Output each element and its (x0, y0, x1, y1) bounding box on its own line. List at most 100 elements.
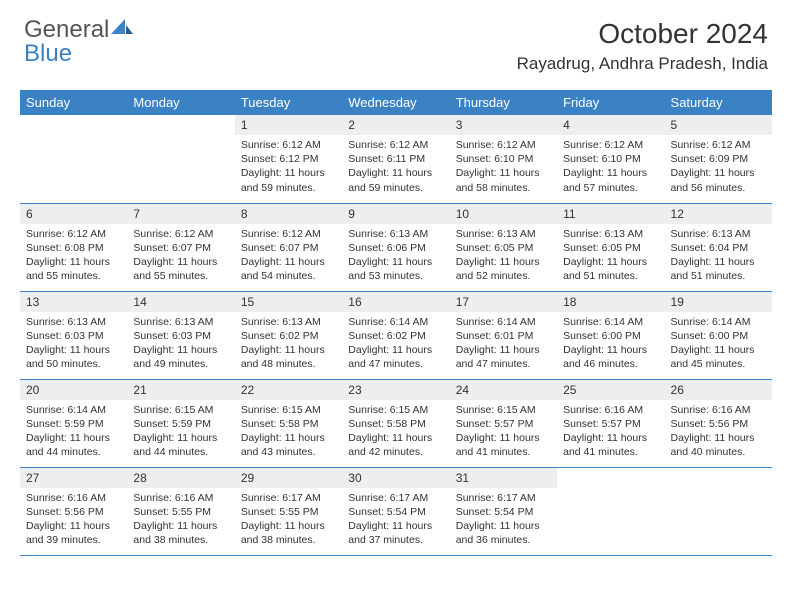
daylight-text: Daylight: 11 hours and 38 minutes. (241, 519, 336, 547)
sunrise-text: Sunrise: 6:17 AM (456, 491, 551, 505)
sunset-text: Sunset: 5:54 PM (348, 505, 443, 519)
sunset-text: Sunset: 6:12 PM (241, 152, 336, 166)
sunset-text: Sunset: 6:00 PM (563, 329, 658, 343)
day-body: Sunrise: 6:13 AMSunset: 6:06 PMDaylight:… (342, 224, 449, 290)
calendar-day-cell: 26Sunrise: 6:16 AMSunset: 5:56 PMDayligh… (665, 379, 772, 467)
day-number: 28 (127, 468, 234, 488)
day-body: Sunrise: 6:14 AMSunset: 6:01 PMDaylight:… (450, 312, 557, 378)
calendar-day-cell (127, 115, 234, 203)
calendar-day-cell: 13Sunrise: 6:13 AMSunset: 6:03 PMDayligh… (20, 291, 127, 379)
logo-word1: General (24, 16, 109, 43)
day-body: Sunrise: 6:17 AMSunset: 5:54 PMDaylight:… (342, 488, 449, 554)
day-body: Sunrise: 6:14 AMSunset: 6:02 PMDaylight:… (342, 312, 449, 378)
calendar-week-row: 13Sunrise: 6:13 AMSunset: 6:03 PMDayligh… (20, 291, 772, 379)
day-number (665, 468, 772, 488)
month-title: October 2024 (517, 18, 768, 50)
sunrise-text: Sunrise: 6:12 AM (456, 138, 551, 152)
day-number: 14 (127, 292, 234, 312)
day-number: 18 (557, 292, 664, 312)
sunset-text: Sunset: 6:11 PM (348, 152, 443, 166)
day-body: Sunrise: 6:12 AMSunset: 6:07 PMDaylight:… (235, 224, 342, 290)
logo: General Blue (24, 18, 133, 66)
day-number: 4 (557, 115, 664, 135)
calendar-day-cell: 12Sunrise: 6:13 AMSunset: 6:04 PMDayligh… (665, 203, 772, 291)
day-number: 16 (342, 292, 449, 312)
title-block: October 2024 Rayadrug, Andhra Pradesh, I… (517, 18, 768, 74)
calendar-day-cell: 10Sunrise: 6:13 AMSunset: 6:05 PMDayligh… (450, 203, 557, 291)
day-body: Sunrise: 6:13 AMSunset: 6:02 PMDaylight:… (235, 312, 342, 378)
calendar-day-cell: 25Sunrise: 6:16 AMSunset: 5:57 PMDayligh… (557, 379, 664, 467)
calendar-day-cell: 22Sunrise: 6:15 AMSunset: 5:58 PMDayligh… (235, 379, 342, 467)
sunrise-text: Sunrise: 6:17 AM (348, 491, 443, 505)
calendar-day-cell (557, 467, 664, 555)
day-number: 30 (342, 468, 449, 488)
weekday-header: Saturday (665, 90, 772, 115)
day-body: Sunrise: 6:16 AMSunset: 5:57 PMDaylight:… (557, 400, 664, 466)
sunrise-text: Sunrise: 6:14 AM (348, 315, 443, 329)
sunset-text: Sunset: 5:58 PM (241, 417, 336, 431)
daylight-text: Daylight: 11 hours and 59 minutes. (348, 166, 443, 194)
day-body: Sunrise: 6:15 AMSunset: 5:57 PMDaylight:… (450, 400, 557, 466)
day-body: Sunrise: 6:12 AMSunset: 6:09 PMDaylight:… (665, 135, 772, 201)
calendar-day-cell: 15Sunrise: 6:13 AMSunset: 6:02 PMDayligh… (235, 291, 342, 379)
sunset-text: Sunset: 5:58 PM (348, 417, 443, 431)
daylight-text: Daylight: 11 hours and 53 minutes. (348, 255, 443, 283)
calendar-day-cell: 7Sunrise: 6:12 AMSunset: 6:07 PMDaylight… (127, 203, 234, 291)
sunrise-text: Sunrise: 6:15 AM (348, 403, 443, 417)
sunset-text: Sunset: 6:02 PM (241, 329, 336, 343)
sunrise-text: Sunrise: 6:15 AM (133, 403, 228, 417)
daylight-text: Daylight: 11 hours and 51 minutes. (563, 255, 658, 283)
sunrise-text: Sunrise: 6:16 AM (133, 491, 228, 505)
logo-word2: Blue (24, 40, 72, 67)
day-body: Sunrise: 6:16 AMSunset: 5:56 PMDaylight:… (20, 488, 127, 554)
sunset-text: Sunset: 5:56 PM (671, 417, 766, 431)
calendar-week-row: 1Sunrise: 6:12 AMSunset: 6:12 PMDaylight… (20, 115, 772, 203)
calendar-week-row: 20Sunrise: 6:14 AMSunset: 5:59 PMDayligh… (20, 379, 772, 467)
sunset-text: Sunset: 6:06 PM (348, 241, 443, 255)
day-number (127, 115, 234, 135)
day-body: Sunrise: 6:12 AMSunset: 6:10 PMDaylight:… (450, 135, 557, 201)
day-body: Sunrise: 6:15 AMSunset: 5:58 PMDaylight:… (235, 400, 342, 466)
day-number: 9 (342, 204, 449, 224)
daylight-text: Daylight: 11 hours and 37 minutes. (348, 519, 443, 547)
sunrise-text: Sunrise: 6:12 AM (26, 227, 121, 241)
sunset-text: Sunset: 6:04 PM (671, 241, 766, 255)
sunrise-text: Sunrise: 6:13 AM (241, 315, 336, 329)
sunset-text: Sunset: 6:02 PM (348, 329, 443, 343)
daylight-text: Daylight: 11 hours and 47 minutes. (348, 343, 443, 371)
location: Rayadrug, Andhra Pradesh, India (517, 54, 768, 74)
sunset-text: Sunset: 6:00 PM (671, 329, 766, 343)
day-body: Sunrise: 6:14 AMSunset: 6:00 PMDaylight:… (665, 312, 772, 378)
day-number: 15 (235, 292, 342, 312)
calendar-day-cell: 9Sunrise: 6:13 AMSunset: 6:06 PMDaylight… (342, 203, 449, 291)
day-body: Sunrise: 6:17 AMSunset: 5:55 PMDaylight:… (235, 488, 342, 554)
sunrise-text: Sunrise: 6:15 AM (241, 403, 336, 417)
sunrise-text: Sunrise: 6:13 AM (26, 315, 121, 329)
sunset-text: Sunset: 6:09 PM (671, 152, 766, 166)
weekday-header-row: Sunday Monday Tuesday Wednesday Thursday… (20, 90, 772, 115)
calendar-day-cell: 3Sunrise: 6:12 AMSunset: 6:10 PMDaylight… (450, 115, 557, 203)
calendar-day-cell (20, 115, 127, 203)
daylight-text: Daylight: 11 hours and 40 minutes. (671, 431, 766, 459)
sunrise-text: Sunrise: 6:13 AM (133, 315, 228, 329)
daylight-text: Daylight: 11 hours and 44 minutes. (133, 431, 228, 459)
sunset-text: Sunset: 6:08 PM (26, 241, 121, 255)
calendar-day-cell: 6Sunrise: 6:12 AMSunset: 6:08 PMDaylight… (20, 203, 127, 291)
daylight-text: Daylight: 11 hours and 39 minutes. (26, 519, 121, 547)
daylight-text: Daylight: 11 hours and 41 minutes. (456, 431, 551, 459)
calendar-day-cell: 28Sunrise: 6:16 AMSunset: 5:55 PMDayligh… (127, 467, 234, 555)
day-body: Sunrise: 6:12 AMSunset: 6:08 PMDaylight:… (20, 224, 127, 290)
calendar-day-cell: 30Sunrise: 6:17 AMSunset: 5:54 PMDayligh… (342, 467, 449, 555)
sunset-text: Sunset: 5:56 PM (26, 505, 121, 519)
day-number: 3 (450, 115, 557, 135)
calendar-day-cell: 11Sunrise: 6:13 AMSunset: 6:05 PMDayligh… (557, 203, 664, 291)
logo-sail-icon (111, 19, 133, 42)
weekday-header: Monday (127, 90, 234, 115)
sunset-text: Sunset: 6:05 PM (456, 241, 551, 255)
sunrise-text: Sunrise: 6:12 AM (563, 138, 658, 152)
day-body: Sunrise: 6:15 AMSunset: 5:59 PMDaylight:… (127, 400, 234, 466)
day-body: Sunrise: 6:13 AMSunset: 6:04 PMDaylight:… (665, 224, 772, 290)
sunset-text: Sunset: 5:59 PM (26, 417, 121, 431)
day-number: 25 (557, 380, 664, 400)
day-number: 24 (450, 380, 557, 400)
